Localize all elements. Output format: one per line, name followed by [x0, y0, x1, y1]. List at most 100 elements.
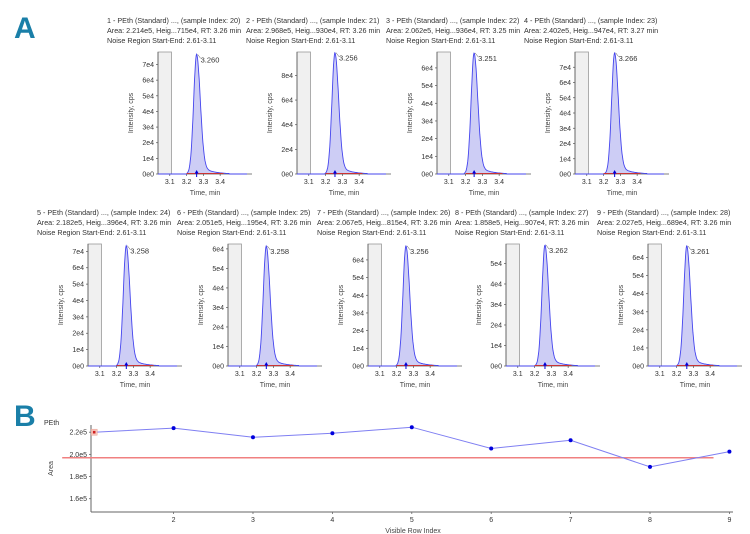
peak-area-fill	[186, 54, 224, 174]
rt-marker-icon	[472, 170, 477, 174]
sample-header: 3 - PEth (Standard) ..., (sample Index: …	[386, 16, 520, 46]
x-tick-label: 3.4	[285, 371, 295, 378]
sample-noise: Noise Region Start-End: 2.61-3.11	[177, 228, 287, 237]
data-point	[92, 430, 96, 434]
apex-leader	[687, 245, 692, 250]
chromatogram-panel: 9 - PEth (Standard) ..., (sample Index: …	[597, 208, 745, 398]
x-tick-label: 3.2	[530, 371, 540, 378]
data-point	[568, 438, 573, 443]
sample-title: 7 - PEth (Standard) ..., (sample Index: …	[317, 208, 451, 217]
y-axis-label: Intensity, cps	[128, 92, 135, 133]
x-tick-label: 3.4	[705, 371, 715, 378]
y-tick-label: 0e0	[632, 364, 644, 371]
x-tick-label: 3.2	[182, 179, 192, 186]
y-tick-label: 3e4	[559, 126, 571, 133]
apex-leader	[197, 54, 201, 59]
x-tick-label: 8	[648, 517, 652, 524]
noise-region	[227, 243, 242, 367]
sample-title: 2 - PEth (Standard) ..., (sample Index: …	[246, 16, 380, 25]
apex-leader	[474, 52, 479, 58]
x-tick-label: 3.1	[444, 179, 454, 186]
y-axis-label: Intensity, cps	[338, 284, 345, 325]
y-tick-label: 1e4	[142, 156, 154, 163]
sample-info: Area: 2.214e5, Heig...715e4, RT: 3.26 mi…	[107, 26, 242, 35]
x-tick-label: 3.2	[672, 371, 682, 378]
y-tick-label: 0e0	[72, 364, 84, 371]
y-axis-label: Area	[48, 461, 55, 476]
chromatogram-plot: 0e0 1e4 2e4 3e4 4e4 5e4 6e4 7e4 Intensity, cps 3.…	[128, 51, 252, 197]
x-tick-label: 3.3	[688, 371, 698, 378]
x-axis-label: Time, min	[329, 190, 360, 197]
chromatogram-trace	[506, 244, 595, 367]
y-tick-label: 4e4	[559, 111, 571, 118]
x-tick-label: 3.3	[268, 371, 278, 378]
y-tick-label: 6e4	[281, 98, 293, 105]
x-tick-label: 3.1	[375, 371, 385, 378]
sample-title: 3 - PEth (Standard) ..., (sample Index: …	[386, 16, 520, 25]
y-tick-label: 3e4	[72, 314, 84, 321]
peak-area-fill	[676, 246, 714, 366]
y-tick-label: 3e4	[212, 305, 224, 312]
y-axis-label: Intensity, cps	[618, 284, 625, 325]
sample-title: 9 - PEth (Standard) ..., (sample Index: …	[597, 208, 731, 217]
y-tick-label: 2e4	[352, 328, 364, 335]
x-tick-label: 3.1	[655, 371, 665, 378]
chromatogram-trace	[648, 245, 737, 367]
sample-noise: Noise Region Start-End: 2.61-3.11	[246, 36, 356, 45]
y-tick-label: 3e4	[632, 309, 644, 316]
y-tick-label: 0e0	[212, 364, 224, 371]
sample-header: 8 - PEth (Standard) ..., (sample Index: …	[455, 208, 589, 238]
x-tick-label: 3.4	[425, 371, 435, 378]
chromatogram-trace	[88, 244, 177, 367]
data-point	[727, 449, 732, 454]
chromatogram-panel: 4 - PEth (Standard) ..., (sample Index: …	[524, 16, 672, 206]
y-tick-label: 2e4	[421, 136, 433, 143]
sample-info: Area: 1.858e5, Heig...907e4, RT: 3.26 mi…	[455, 218, 590, 227]
sample-title: 5 - PEth (Standard) ..., (sample Index: …	[37, 208, 171, 217]
y-tick-label: 0e0	[142, 172, 154, 179]
noise-region	[296, 51, 311, 175]
chromatogram-plot: 0e0 1e4 2e4 3e4 4e4 5e4 6e4 7e4 Intensity, cps 3.…	[58, 243, 182, 389]
x-tick-label: 3.3	[615, 179, 625, 186]
y-tick-label: 4e4	[490, 281, 502, 288]
y-tick-label: 0e0	[281, 172, 293, 179]
peak-area-fill	[116, 245, 154, 366]
y-tick-label: 4e4	[421, 101, 433, 108]
sample-info: Area: 2.062e5, Heig...936e4, RT: 3.25 mi…	[386, 26, 521, 35]
x-tick-label: 3	[251, 517, 255, 524]
apex-leader	[545, 244, 550, 250]
sample-header: 1 - PEth (Standard) ..., (sample Index: …	[107, 16, 241, 46]
y-tick-label: 5e4	[632, 273, 644, 280]
noise-region	[157, 51, 172, 175]
sample-title: 8 - PEth (Standard) ..., (sample Index: …	[455, 208, 589, 217]
y-tick-label: 5e4	[212, 266, 224, 273]
x-tick-label: 3.3	[337, 179, 347, 186]
x-axis-label: Time, min	[260, 382, 291, 389]
rt-marker-icon	[403, 362, 408, 366]
chromatogram-trace	[575, 51, 664, 175]
y-tick-label: 6e4	[142, 78, 154, 85]
chromatogram-plot: 0e0 1e4 2e4 3e4 4e4 5e4 6e4 Intensity, cps 3.1 3.…	[618, 243, 742, 389]
y-tick-label: 1e4	[212, 344, 224, 351]
rt-marker-icon	[264, 362, 269, 366]
chromatogram-plot: 0e0 1e4 2e4 3e4 4e4 5e4 6e4 Intensity, cps 3.1 3.…	[198, 243, 322, 389]
y-tick-label: 3e4	[352, 310, 364, 317]
sample-header: 5 - PEth (Standard) ..., (sample Index: …	[37, 208, 171, 238]
sample-info: Area: 2.182e5, Heig...396e4, RT: 3.26 mi…	[37, 218, 172, 227]
data-point	[648, 464, 653, 469]
x-tick-label: 3.2	[461, 179, 471, 186]
x-tick-label: 3.3	[198, 179, 208, 186]
y-tick-label: 7e4	[559, 65, 571, 72]
x-tick-label: 4	[330, 517, 334, 524]
y-tick-label: 2e4	[632, 327, 644, 334]
y-tick-label: 1e4	[72, 347, 84, 354]
sample-info: Area: 2.051e5, Heig...195e4, RT: 3.26 mi…	[177, 218, 312, 227]
noise-region	[505, 243, 520, 367]
apex-rt-label: 3.256	[410, 247, 429, 256]
apex-rt-label: 3.262	[549, 246, 568, 255]
y-tick-label: 4e4	[352, 293, 364, 300]
y-tick-label: 4e4	[142, 109, 154, 116]
sample-info: Area: 2.968e5, Heig...930e4, RT: 3.26 mi…	[246, 26, 381, 35]
x-tick-label: 3.1	[582, 179, 592, 186]
apex-leader	[406, 245, 411, 250]
